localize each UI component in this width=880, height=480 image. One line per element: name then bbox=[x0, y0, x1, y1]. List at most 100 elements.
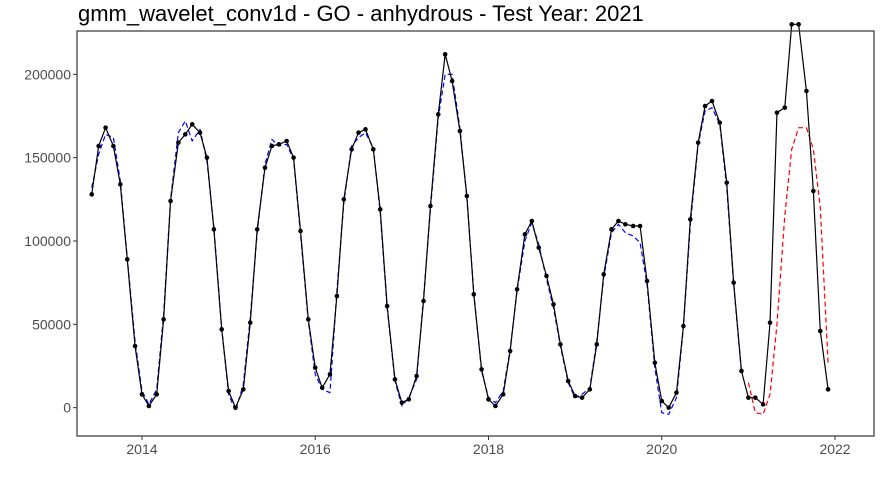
data-point bbox=[406, 397, 412, 402]
data-point bbox=[124, 257, 130, 262]
data-point bbox=[702, 103, 708, 109]
data-point bbox=[276, 142, 282, 147]
data-point bbox=[544, 273, 549, 279]
data-point bbox=[182, 132, 188, 137]
data-point bbox=[154, 392, 159, 397]
data-point bbox=[558, 342, 563, 347]
data-point bbox=[161, 317, 166, 322]
y-tick-label: 150000 bbox=[24, 150, 71, 166]
data-point bbox=[118, 182, 123, 187]
data-point bbox=[709, 98, 715, 104]
data-point bbox=[746, 395, 751, 400]
data-point bbox=[219, 327, 224, 332]
data-point bbox=[132, 343, 138, 349]
data-point bbox=[724, 180, 730, 185]
data-point bbox=[479, 367, 484, 372]
data-point bbox=[334, 293, 340, 299]
data-point bbox=[486, 397, 491, 402]
data-point bbox=[637, 223, 643, 229]
data-point bbox=[233, 405, 238, 410]
data-point bbox=[529, 218, 535, 224]
data-point bbox=[652, 360, 658, 365]
data-point bbox=[319, 385, 325, 390]
data-point bbox=[522, 232, 528, 237]
data-point bbox=[804, 88, 809, 94]
data-point bbox=[609, 227, 614, 232]
data-point bbox=[392, 377, 398, 382]
data-point bbox=[587, 387, 593, 392]
data-point bbox=[471, 292, 477, 297]
data-point bbox=[774, 110, 780, 115]
data-point bbox=[306, 317, 311, 322]
data-point bbox=[493, 403, 498, 409]
data-point bbox=[551, 302, 556, 307]
data-point bbox=[89, 192, 95, 197]
data-point bbox=[811, 188, 816, 194]
data-point bbox=[176, 140, 181, 145]
data-point bbox=[399, 400, 405, 405]
data-point bbox=[291, 155, 296, 160]
data-point bbox=[760, 402, 766, 407]
data-point bbox=[457, 128, 463, 134]
chart-title: gmm_wavelet_conv1d - GO - anhydrous - Te… bbox=[78, 1, 644, 26]
data-point bbox=[298, 228, 303, 234]
data-point bbox=[825, 387, 831, 392]
data-point bbox=[594, 342, 600, 347]
data-point bbox=[370, 147, 376, 152]
data-point bbox=[414, 373, 419, 379]
plot-panel-border bbox=[76, 30, 875, 437]
x-tick-label: 2020 bbox=[646, 441, 677, 457]
data-point bbox=[739, 368, 744, 374]
data-point bbox=[363, 127, 368, 132]
data-point bbox=[241, 387, 246, 392]
data-point bbox=[341, 197, 347, 202]
x-tick-label: 2014 bbox=[126, 441, 157, 457]
data-point bbox=[384, 303, 390, 309]
data-point bbox=[659, 398, 665, 404]
series-layer bbox=[89, 22, 831, 415]
data-point bbox=[674, 390, 679, 395]
data-point bbox=[536, 245, 542, 250]
data-point bbox=[428, 203, 433, 209]
data-point bbox=[731, 280, 736, 285]
data-point bbox=[681, 323, 686, 329]
series-line-2 bbox=[747, 127, 829, 415]
data-point bbox=[103, 125, 108, 130]
data-point bbox=[507, 348, 513, 354]
data-point bbox=[204, 155, 210, 160]
data-point bbox=[572, 393, 578, 399]
y-tick-label: 0 bbox=[63, 400, 71, 416]
data-point bbox=[601, 272, 607, 277]
data-point bbox=[269, 143, 275, 149]
data-point bbox=[500, 392, 506, 397]
x-tick-label: 2018 bbox=[473, 441, 504, 457]
data-point bbox=[623, 222, 628, 227]
y-tick-label: 50000 bbox=[32, 316, 71, 332]
data-point bbox=[377, 207, 383, 212]
data-point bbox=[421, 298, 426, 304]
data-point bbox=[139, 392, 145, 397]
series-line-1 bbox=[91, 73, 743, 415]
data-point bbox=[579, 395, 585, 400]
data-point bbox=[616, 218, 621, 224]
data-point bbox=[796, 22, 801, 27]
data-point bbox=[644, 278, 650, 284]
axis-ticks: 2014 2016 2018 2020 2022 0 50000 100000 150000 20… bbox=[24, 66, 851, 457]
data-point bbox=[111, 143, 116, 149]
data-point bbox=[789, 22, 794, 27]
data-point bbox=[197, 130, 203, 135]
data-point bbox=[146, 403, 152, 409]
y-tick-label: 200000 bbox=[24, 66, 71, 82]
data-point bbox=[688, 217, 693, 222]
data-point bbox=[96, 143, 101, 149]
data-point bbox=[349, 147, 354, 152]
data-point bbox=[254, 227, 260, 232]
data-point bbox=[717, 120, 723, 125]
data-point bbox=[630, 223, 636, 229]
data-point bbox=[753, 395, 758, 400]
data-point bbox=[226, 388, 231, 394]
x-tick-label: 2022 bbox=[819, 441, 850, 457]
data-point bbox=[464, 193, 470, 199]
data-point bbox=[356, 130, 361, 135]
